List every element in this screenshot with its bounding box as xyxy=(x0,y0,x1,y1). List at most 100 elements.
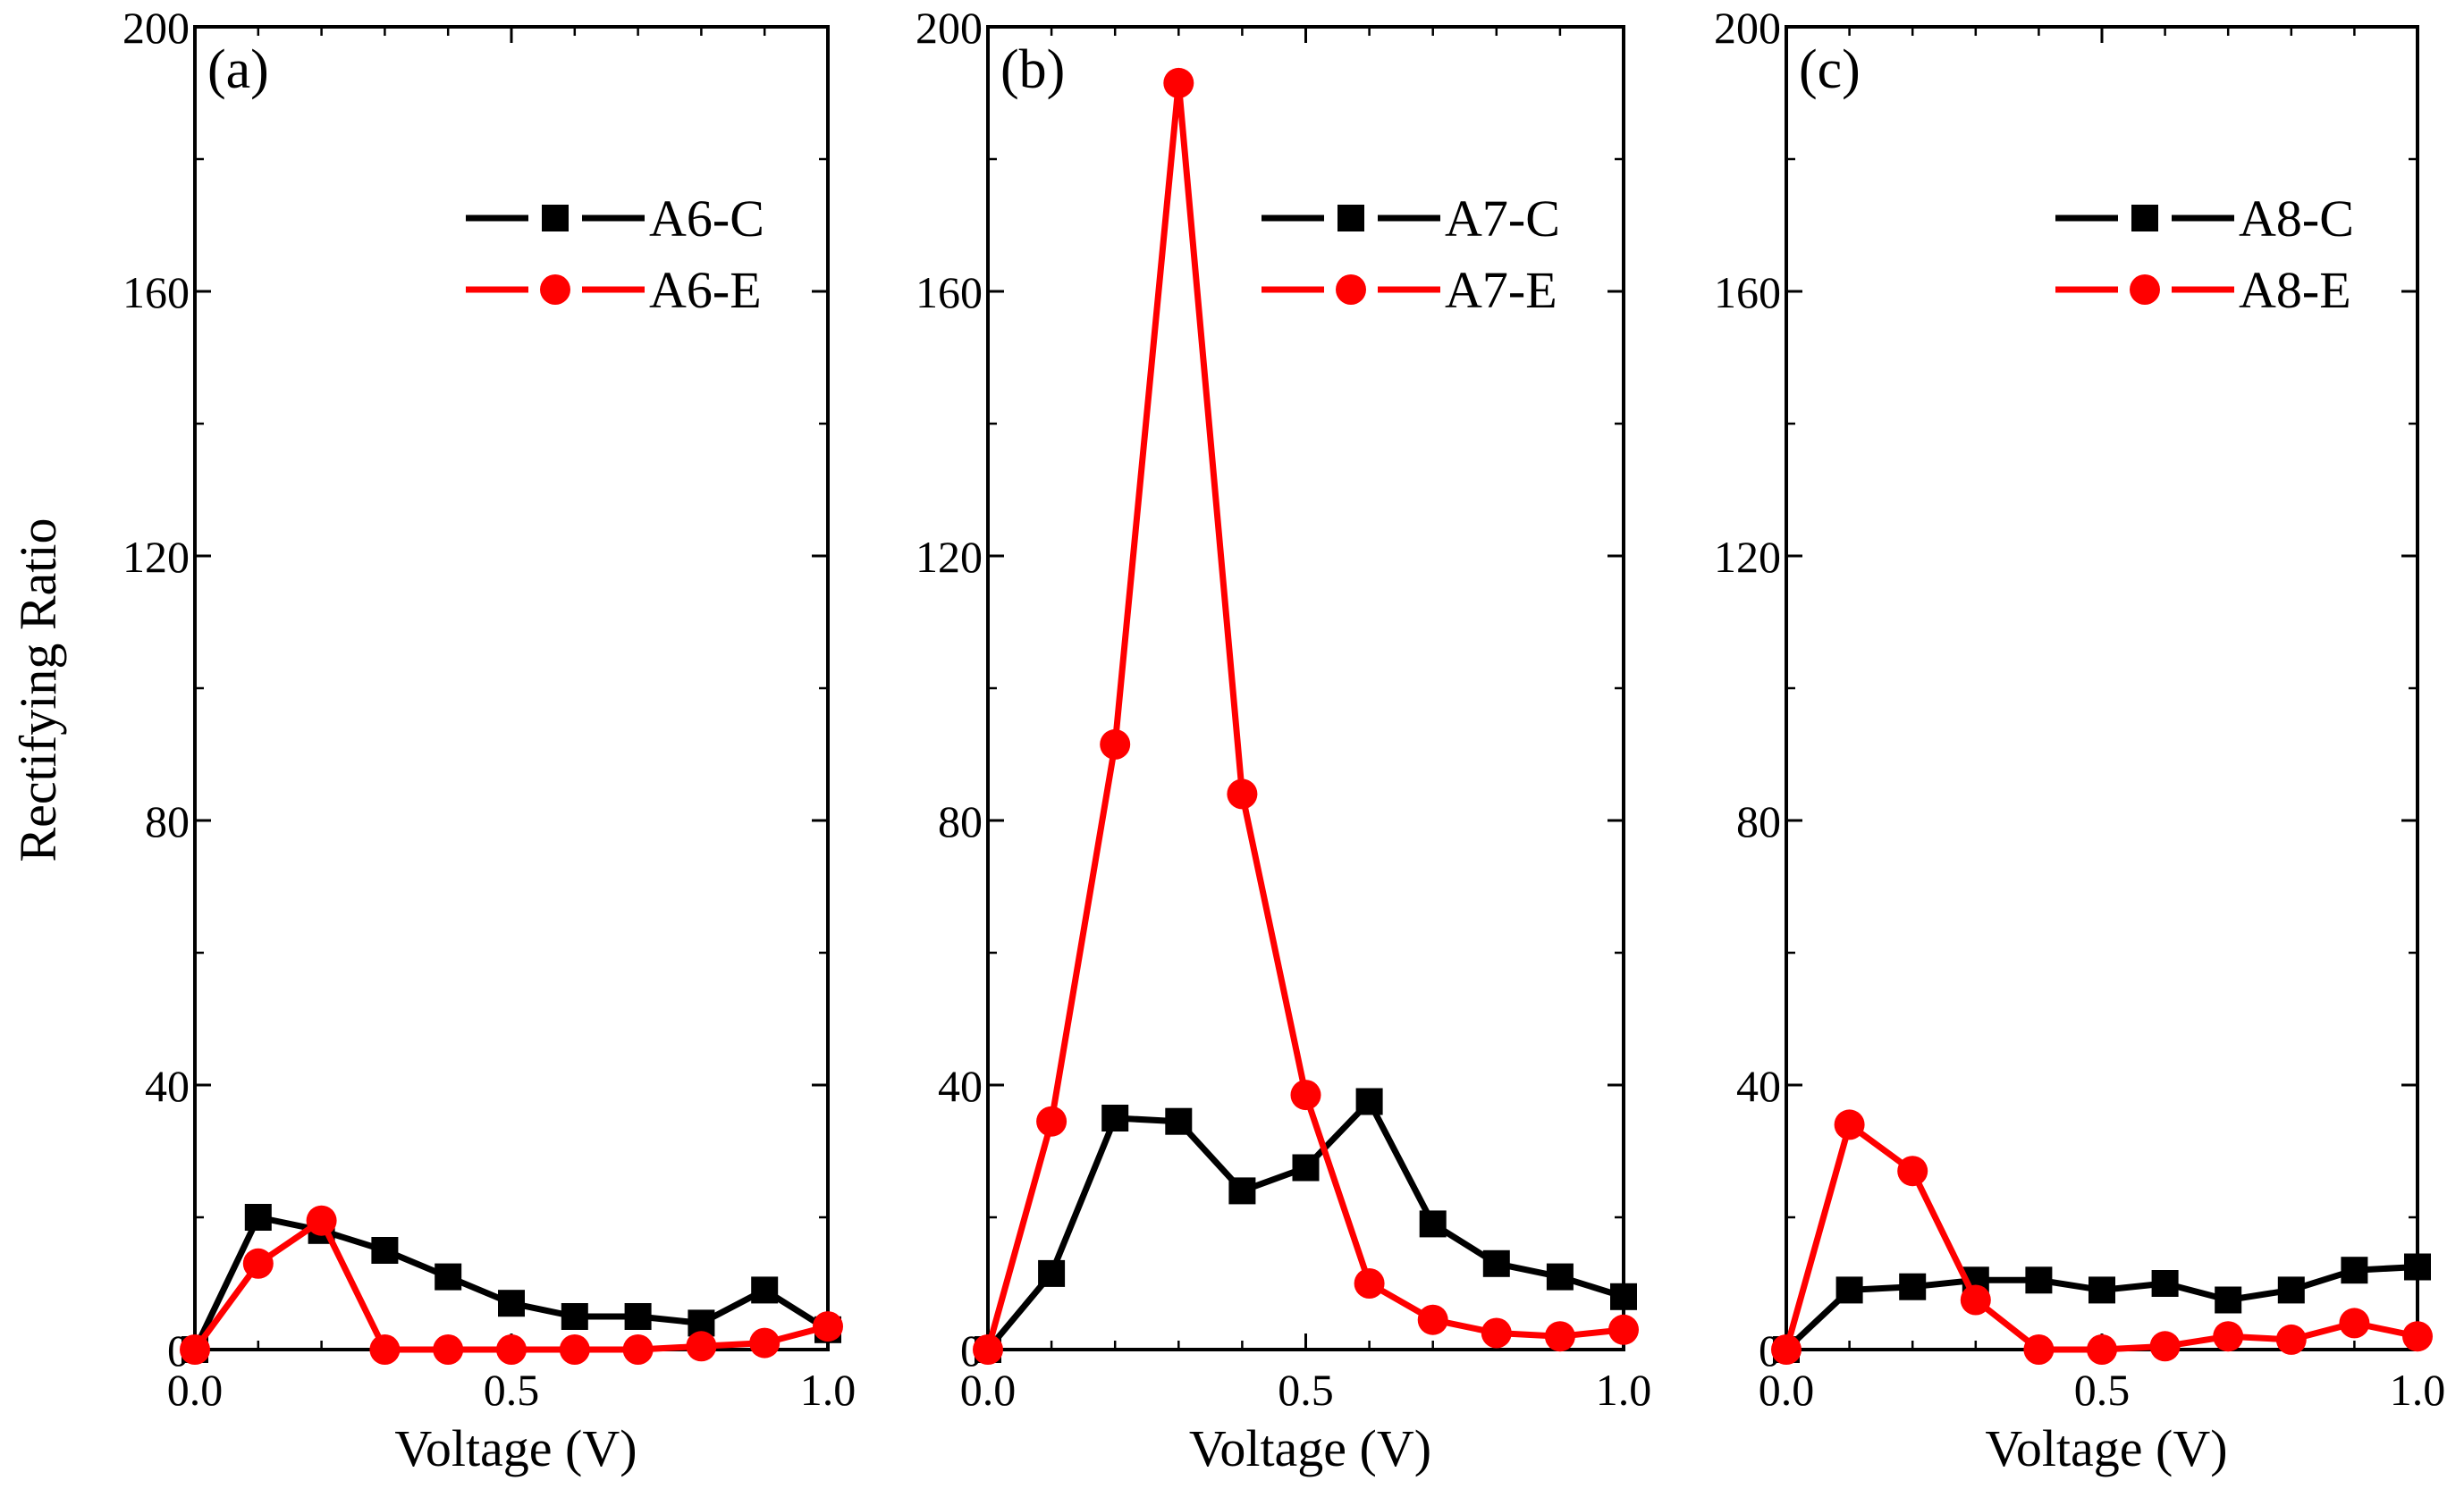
data-point-a6-e xyxy=(496,1334,527,1365)
x-tick-label-c: 0.0 xyxy=(1759,1365,1815,1415)
data-point-a8-c xyxy=(2341,1257,2368,1284)
data-point-a6-c xyxy=(624,1303,652,1330)
y-tick-label-c: 160 xyxy=(1714,267,1781,317)
legend-label-a7-c: A7-C xyxy=(1445,189,1560,248)
x-tick-label-b: 0.5 xyxy=(1278,1365,1334,1415)
data-point-a8-c xyxy=(2151,1270,2179,1297)
series-line-a7-c xyxy=(985,1098,1625,1352)
data-point-a8-c xyxy=(2277,1276,2305,1304)
x-tick-label-c: 1.0 xyxy=(2390,1365,2446,1415)
data-point-a7-e xyxy=(1290,1080,1321,1111)
data-point-a6-e xyxy=(559,1334,590,1365)
y-tick-label-c: 80 xyxy=(1736,796,1781,846)
data-point-a6-c xyxy=(561,1303,588,1330)
x-tick-label-b: 0.0 xyxy=(960,1365,1017,1415)
data-point-a7-e xyxy=(1036,1106,1067,1137)
y-tick-label-a: 40 xyxy=(145,1061,190,1111)
data-point-a7-c xyxy=(1610,1283,1637,1310)
data-point-a6-e xyxy=(813,1311,843,1342)
data-point-a7-c xyxy=(1038,1259,1066,1287)
x-tick-label-a: 0.5 xyxy=(484,1365,540,1415)
legend-marker-a6-e xyxy=(540,274,570,305)
panel-label-b: (b) xyxy=(1000,39,1065,100)
series-line-a6-c xyxy=(191,1214,830,1351)
data-point-a6-e xyxy=(242,1248,274,1279)
data-point-a8-c xyxy=(2215,1286,2242,1314)
data-point-a7-c xyxy=(1228,1177,1256,1205)
data-point-a7-c xyxy=(1419,1210,1447,1238)
series-line-a8-e xyxy=(1783,1121,2418,1353)
x-tick-label-a: 0.0 xyxy=(167,1365,224,1415)
x-axis-title-c: Voltage (V) xyxy=(1985,1419,2227,1477)
y-tick-label-a: 80 xyxy=(145,796,190,846)
data-point-a6-e xyxy=(180,1334,210,1365)
legend-label-a8-e: A8-E xyxy=(2239,261,2351,319)
legend-label-a7-e: A7-E xyxy=(1445,261,1557,319)
data-point-a7-e xyxy=(1608,1314,1639,1345)
legend-label-a6-c: A6-C xyxy=(649,189,764,248)
data-point-a8-e xyxy=(1960,1284,1991,1316)
data-point-a8-e xyxy=(2275,1324,2307,1355)
data-point-a8-e xyxy=(2213,1321,2244,1352)
data-point-a6-e xyxy=(749,1327,781,1359)
data-point-a7-c xyxy=(1546,1263,1574,1291)
legend-label-a8-c: A8-C xyxy=(2239,189,2354,248)
data-point-a8-e xyxy=(2339,1308,2370,1339)
data-point-a7-c xyxy=(1292,1154,1320,1182)
data-point-a6-c xyxy=(371,1237,399,1264)
x-tick-label-c: 0.5 xyxy=(2074,1365,2131,1415)
data-point-a7-e xyxy=(973,1334,1003,1365)
data-point-a6-e xyxy=(306,1205,337,1236)
data-point-a7-c xyxy=(1165,1107,1193,1135)
shared-y-axis-title: Rectifying Ratio xyxy=(9,518,67,862)
data-point-a6-e xyxy=(622,1334,654,1365)
data-point-a8-e xyxy=(2087,1334,2117,1365)
legend-marker-a8-c xyxy=(2131,205,2158,231)
y-tick-label-b: 80 xyxy=(938,796,983,846)
legend-marker-a7-c xyxy=(1337,205,1364,231)
data-point-a8-c xyxy=(1899,1273,1927,1300)
data-point-a6-c xyxy=(244,1204,272,1231)
y-tick-label-c: 40 xyxy=(1736,1061,1781,1111)
data-point-a6-e xyxy=(433,1334,464,1365)
data-point-a8-e xyxy=(2023,1334,2055,1365)
data-point-a8-e xyxy=(1834,1109,1865,1140)
data-point-a6-c xyxy=(435,1263,462,1291)
data-point-a8-e xyxy=(1897,1156,1928,1187)
legend-label-a6-e: A6-E xyxy=(649,261,762,319)
data-point-a7-e xyxy=(1481,1317,1512,1349)
data-point-a7-c xyxy=(1482,1249,1510,1277)
data-point-a7-e xyxy=(1417,1304,1448,1335)
data-point-a7-e xyxy=(1163,67,1194,98)
y-tick-label-b: 200 xyxy=(916,3,983,53)
data-point-a6-e xyxy=(369,1334,401,1365)
data-point-a7-e xyxy=(1354,1268,1385,1299)
y-tick-label-a: 160 xyxy=(122,267,190,317)
data-point-a8-c xyxy=(2088,1276,2115,1304)
legend-marker-a7-e xyxy=(1336,274,1366,305)
x-tick-label-b: 1.0 xyxy=(1596,1365,1652,1415)
data-point-a7-e xyxy=(1544,1321,1575,1352)
y-tick-label-b: 120 xyxy=(916,532,983,582)
data-point-a7-c xyxy=(1355,1088,1383,1115)
y-tick-label-c: 120 xyxy=(1714,532,1781,582)
y-tick-label-b: 40 xyxy=(938,1061,983,1111)
data-point-a7-e xyxy=(1100,728,1131,760)
data-point-a7-e xyxy=(1227,778,1258,810)
data-point-a8-e xyxy=(2149,1331,2181,1362)
x-tick-label-a: 1.0 xyxy=(800,1365,856,1415)
data-point-a8-c xyxy=(2404,1253,2431,1281)
y-tick-label-c: 200 xyxy=(1714,3,1781,53)
data-point-a8-e xyxy=(1771,1334,1802,1365)
data-point-a6-e xyxy=(686,1331,717,1362)
series-line-a6-e xyxy=(192,1217,829,1353)
data-point-a7-c xyxy=(1101,1105,1129,1131)
legend-marker-a8-e xyxy=(2130,274,2160,305)
data-point-a8-e xyxy=(2402,1321,2433,1352)
data-point-a6-c xyxy=(498,1290,525,1317)
data-point-a8-c xyxy=(2025,1266,2053,1294)
data-point-a8-c xyxy=(1835,1276,1863,1304)
